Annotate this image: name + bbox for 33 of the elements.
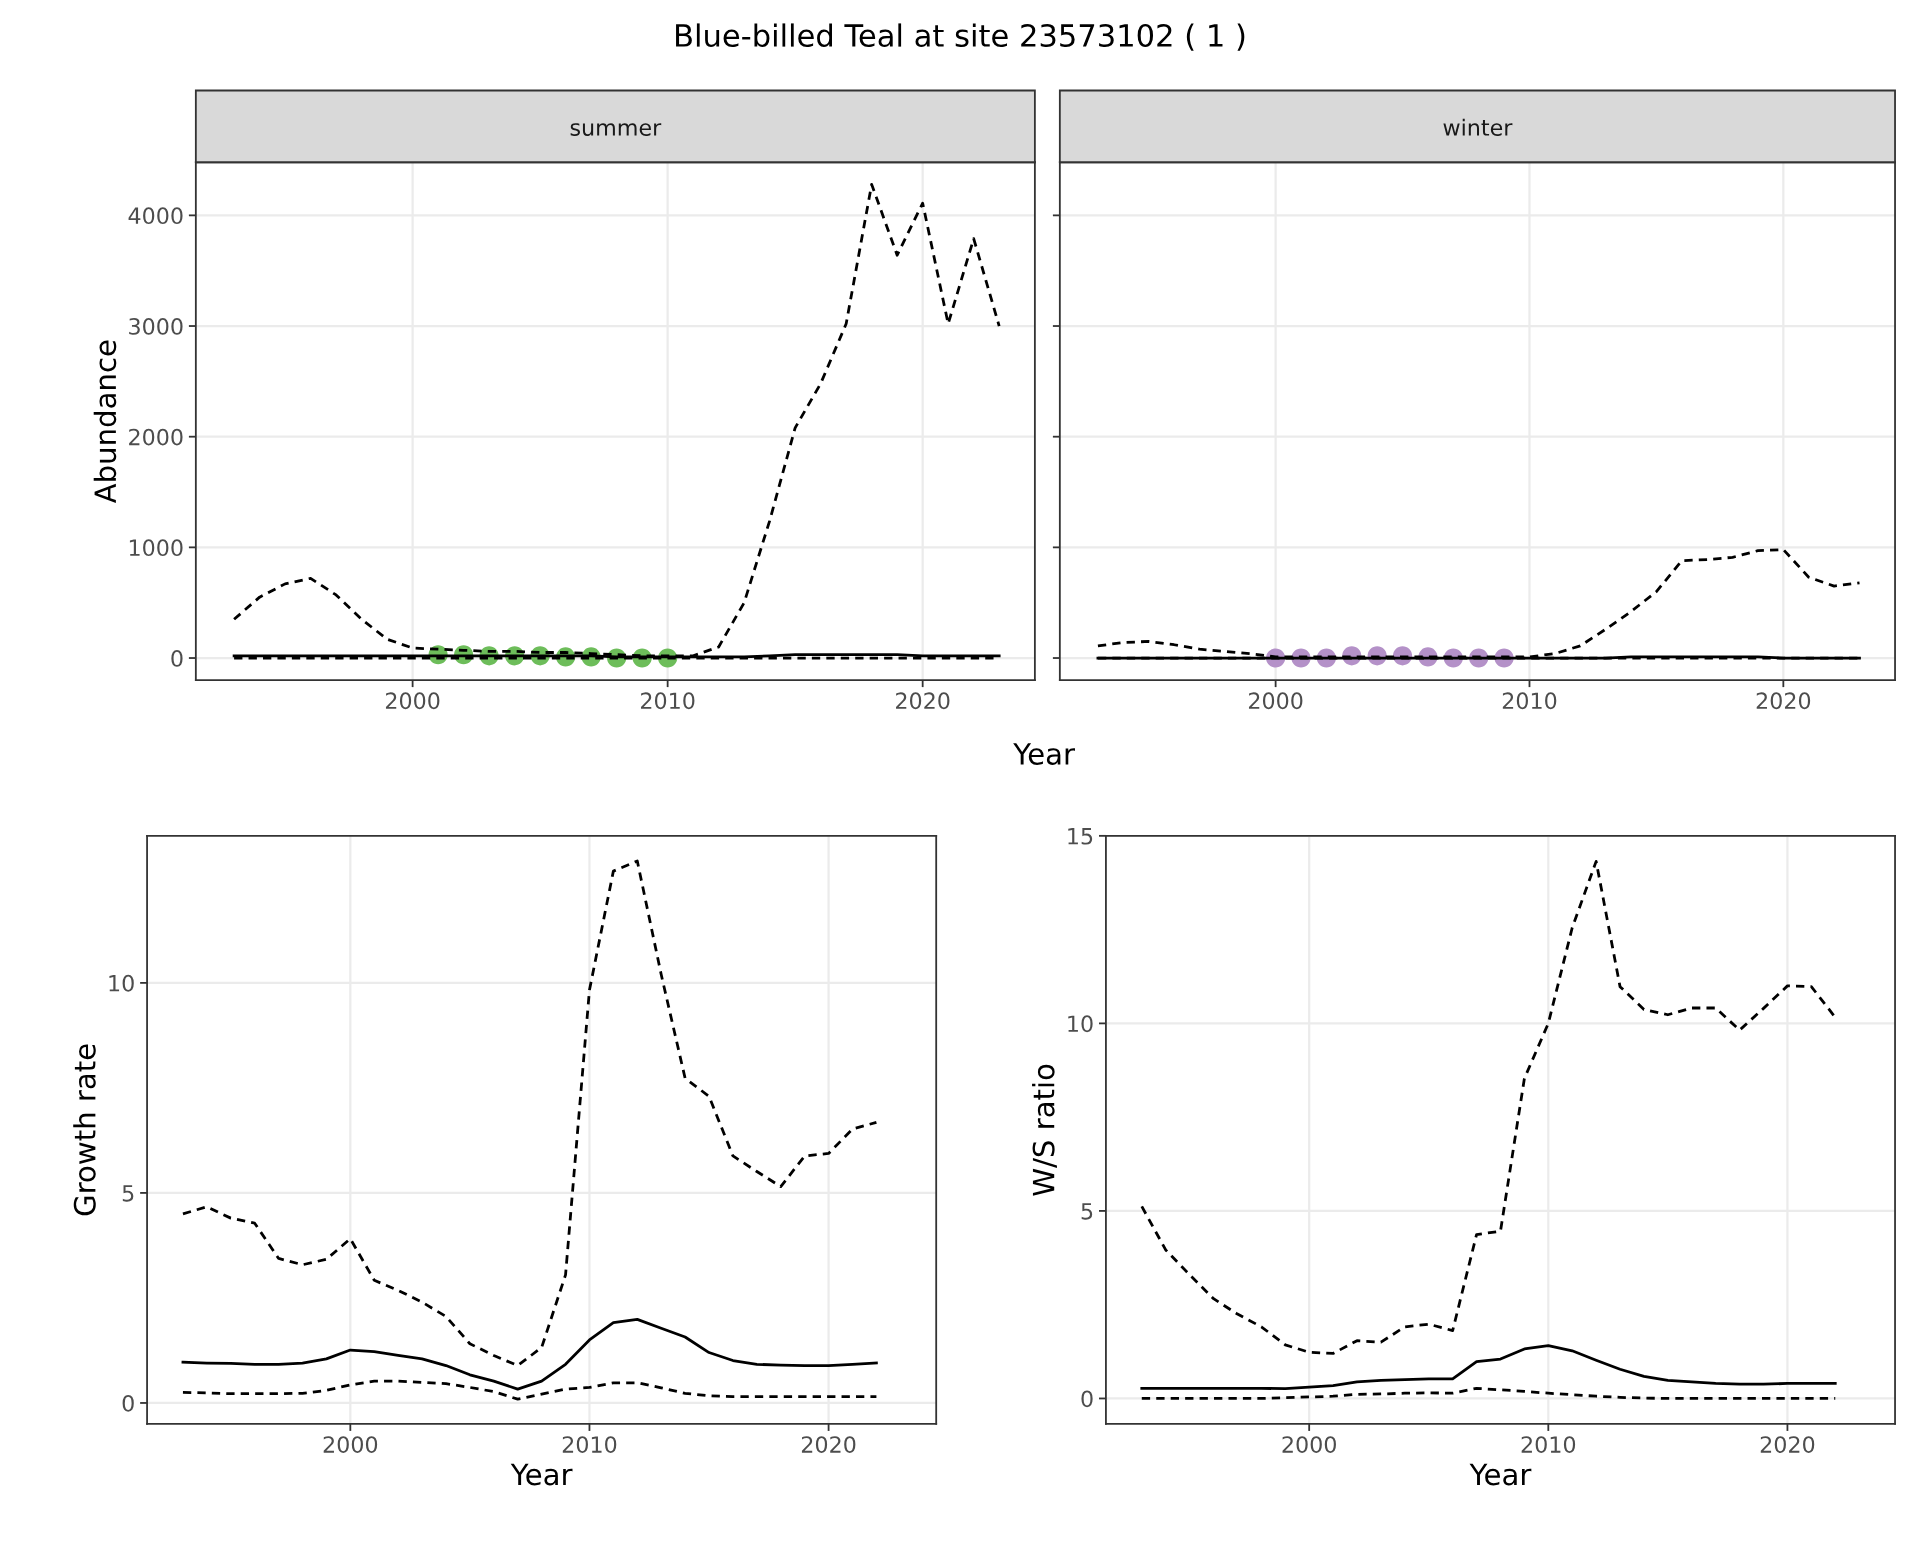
y-axis-title: Growth rate — [73, 1044, 96, 1216]
y-tick-label: 0 — [1081, 1390, 1093, 1408]
x-tick-label: 2000 — [1248, 692, 1303, 710]
y-tick-label: 0 — [122, 1394, 134, 1412]
y-tick-label: 2000 — [129, 428, 183, 446]
x-tick-label: 2010 — [1502, 692, 1557, 710]
y-tick-label: 3000 — [129, 317, 183, 335]
x-tick-label: 2020 — [1760, 1436, 1815, 1453]
chart-subtitle: winter — [1443, 118, 1513, 136]
y-axis-title: W/S ratio — [1032, 1064, 1057, 1196]
chart-title: Blue-billed Teal at site 23573102 ( 1 ) — [676, 23, 1245, 51]
x-tick-label: 2010 — [640, 692, 695, 710]
y-tick-label: 10 — [1068, 1015, 1093, 1033]
y-tick-label: 5 — [122, 1185, 134, 1202]
chart-subtitle: summer — [570, 123, 662, 136]
x-tick-label: 2020 — [896, 692, 950, 710]
y-tick-label: 5 — [1081, 1203, 1093, 1220]
x-axis-title: Year — [1013, 743, 1075, 765]
x-tick-label: 2020 — [801, 1436, 856, 1453]
x-tick-label: 2000 — [1282, 1436, 1336, 1453]
x-tick-label: 2000 — [323, 1436, 378, 1453]
x-tick-label: 2010 — [1521, 1436, 1576, 1453]
x-axis-title: Year — [510, 1463, 573, 1486]
y-tick-label: 15 — [1068, 828, 1093, 845]
y-tick-label: 10 — [109, 974, 134, 992]
x-axis-title: Year — [1469, 1463, 1532, 1486]
x-tick-label: 2010 — [562, 1436, 617, 1453]
y-axis-title: Abundance — [93, 340, 117, 504]
y-tick-label: 1000 — [129, 539, 183, 557]
x-tick-label: 2020 — [1756, 692, 1811, 710]
x-tick-label: 2000 — [385, 692, 440, 710]
y-tick-label: 0 — [171, 649, 183, 667]
y-tick-label: 4000 — [128, 207, 183, 225]
